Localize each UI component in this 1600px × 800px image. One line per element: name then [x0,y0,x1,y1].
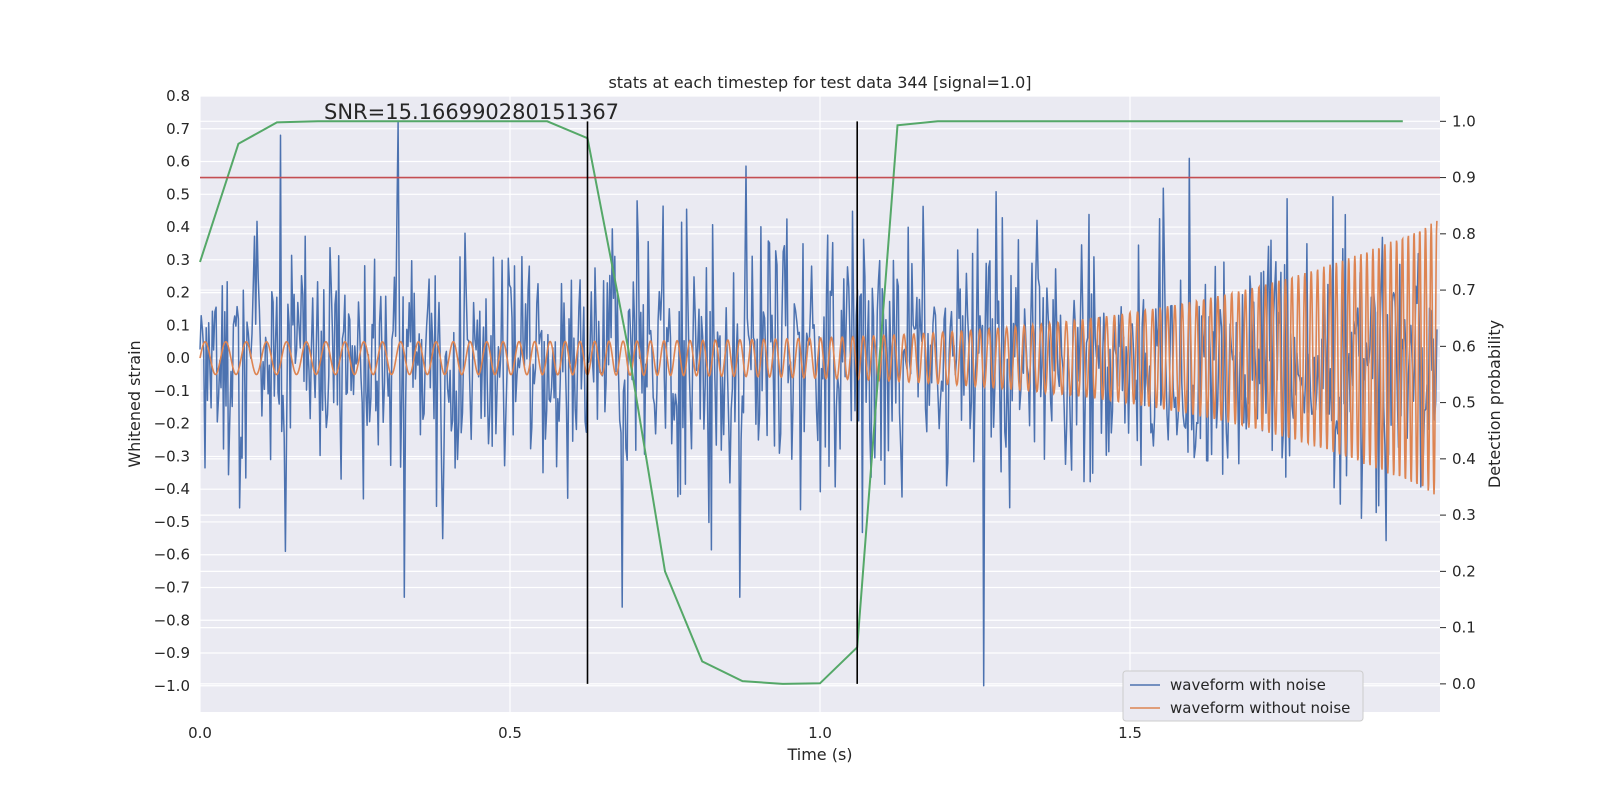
y-axis-label: Whitened strain [125,340,144,467]
y-tick-label: 0.3 [166,251,190,269]
y-tick-label: 0.6 [166,153,190,171]
clean-waveform-line [199,220,1438,495]
y-tick-label: 0.8 [166,87,190,105]
y-tick-label: −0.9 [154,644,190,662]
x-axis-label: Time (s) [786,745,852,764]
y-tick-label: 0.7 [166,120,190,138]
y-tick-label: −0.7 [154,578,190,596]
y2-tick-label: 1.0 [1452,112,1476,130]
snr-annotation: SNR=15.166990280151367 [324,100,619,124]
chart-title: stats at each timestep for test data 344… [608,73,1031,92]
y-tick-label: 0.4 [166,218,190,236]
y2-axis-label: Detection probability [1485,320,1504,488]
y-tick-label: −1.0 [154,677,190,695]
y-tick-label: 0.2 [166,284,190,302]
y2-tick-label: 0.9 [1452,169,1476,187]
y-tick-label: −0.2 [154,415,190,433]
x-tick-label: 0.0 [188,724,212,742]
y2-tick-label: 0.3 [1452,506,1476,524]
y2-tick-label: 0.0 [1452,675,1476,693]
y2-tick-label: 0.6 [1452,337,1476,355]
y-tick-label: −0.8 [154,611,190,629]
y2-tick-label: 0.2 [1452,562,1476,580]
detection-probability-line [199,120,1403,685]
y2-tick-label: 0.4 [1452,450,1476,468]
x-tick-label: 1.0 [808,724,832,742]
y2-tick-label: 0.8 [1452,225,1476,243]
axis-ticks: 0.0 0.5 1.0 1.5 −1.0 −0.9 −0.8 −0.7 −0.6 −0.5 −0.4… [154,87,1476,742]
y-tick-label: −0.3 [154,447,190,465]
legend-label-noisy: waveform with noise [1170,676,1326,694]
x-tick-label: 1.5 [1118,724,1142,742]
y-tick-label: 0.0 [166,349,190,367]
legend-box [1122,670,1364,722]
y2-tick-label: 0.7 [1452,281,1476,299]
legend: waveform with noise waveform without noi… [1122,670,1364,722]
clean-waveform-series [199,220,1438,495]
overlays [200,121,1440,684]
y-tick-label: −0.6 [154,546,190,564]
legend-label-clean: waveform without noise [1170,699,1350,717]
probability-series [199,120,1403,685]
y2-tick-label: 0.5 [1452,394,1476,412]
y-tick-label: −0.4 [154,480,190,498]
x-tick-label: 0.5 [498,724,522,742]
y-tick-label: −0.1 [154,382,190,400]
y-tick-label: 0.1 [166,316,190,334]
y-tick-label: −0.5 [154,513,190,531]
y-tick-label: 0.5 [166,185,190,203]
y2-tick-label: 0.1 [1452,619,1476,637]
